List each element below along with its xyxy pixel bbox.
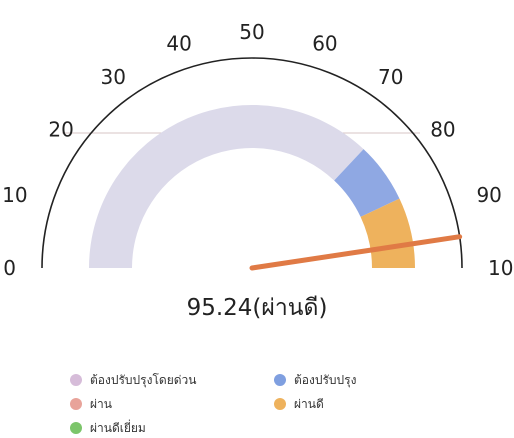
- legend-label: ผ่านดี: [294, 396, 324, 411]
- legend-swatch-icon: [274, 374, 286, 386]
- tick-label: 100: [488, 256, 514, 280]
- tick-label: 50: [239, 20, 264, 44]
- tick-label: 60: [312, 32, 337, 56]
- gauge-band-1: [334, 149, 400, 217]
- gauge-needle: [249, 234, 463, 271]
- legend-item[interactable]: ต้องปรับปรุง: [274, 372, 474, 388]
- gauge-outer-arc: [41, 57, 463, 269]
- tick-label: 30: [101, 65, 126, 89]
- legend-swatch-icon: [274, 398, 286, 410]
- tick-label: 10: [2, 183, 27, 207]
- legend-swatch-icon: [70, 374, 82, 386]
- legend-item[interactable]: ผ่านดีเยี่ยม: [70, 420, 270, 436]
- legend-item[interactable]: ผ่าน: [70, 396, 270, 412]
- legend-item[interactable]: ต้องปรับปรุงโดยด่วน: [70, 372, 270, 388]
- legend-swatch-icon: [70, 422, 82, 434]
- tick-label: 20: [48, 117, 73, 141]
- legend-label: ผ่าน: [90, 396, 112, 411]
- gauge-band-0: [89, 104, 364, 268]
- legend: ต้องปรับปรุงโดยด่วน ต้องปรับปรุง ผ่าน ผ่…: [70, 372, 490, 436]
- tick-label: 0: [3, 256, 16, 280]
- legend-label: ผ่านดีเยี่ยม: [90, 420, 146, 435]
- tick-label: 80: [430, 117, 455, 141]
- legend-item[interactable]: ผ่านดี: [274, 396, 474, 412]
- gauge-value-label: 95.24(ผ่านดี): [186, 295, 328, 321]
- tick-label: 90: [476, 183, 501, 207]
- legend-label: ต้องปรับปรุงโดยด่วน: [90, 372, 197, 387]
- legend-label: ต้องปรับปรุง: [294, 372, 357, 387]
- tick-label: 40: [166, 32, 191, 56]
- tick-label: 70: [378, 65, 403, 89]
- legend-swatch-icon: [70, 398, 82, 410]
- gauge-svg: 0 10 20 30 40 50 60 70 80 90 100: [2, 20, 514, 280]
